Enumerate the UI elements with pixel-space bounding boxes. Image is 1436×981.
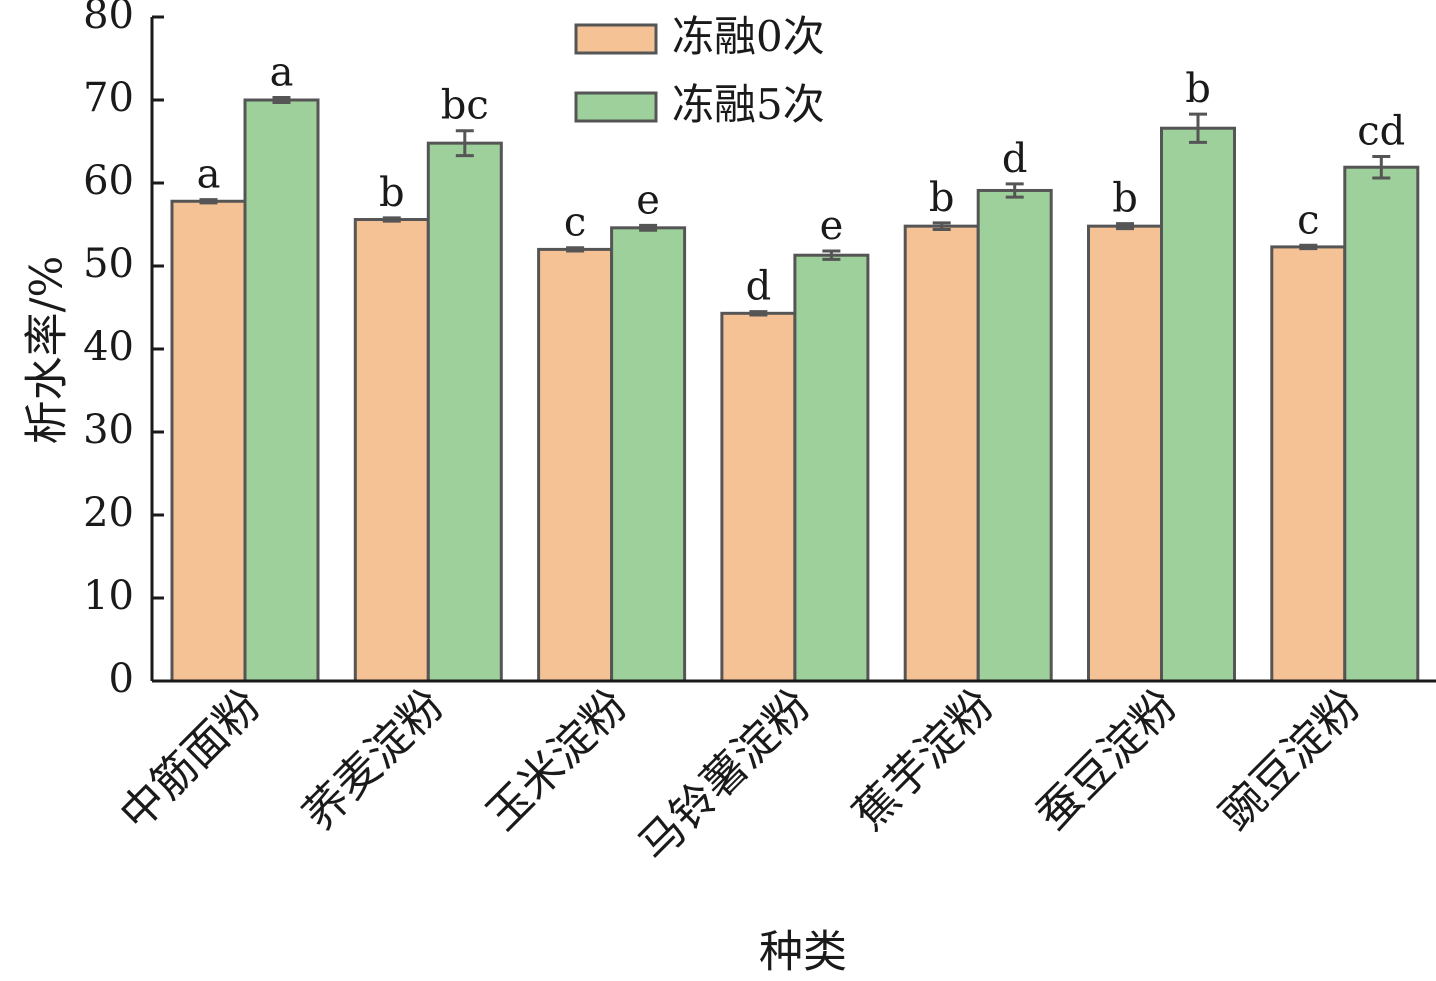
- legend-label-1: 冻融5次: [672, 80, 825, 129]
- bar-1-2: [610, 226, 687, 683]
- significance-label-0-2: c: [564, 200, 586, 246]
- category-label-3: 马铃薯淀粉: [629, 680, 821, 872]
- significance-label-1-4: d: [1002, 136, 1028, 182]
- y-tick-label-0: 0: [109, 656, 134, 702]
- axes-layer: [150, 15, 1436, 683]
- category-label-2: 玉米淀粉: [477, 680, 638, 841]
- significance-label-1-6: cd: [1357, 108, 1405, 154]
- significance-label-1-5: b: [1185, 66, 1211, 112]
- significance-label-0-3: d: [746, 264, 772, 310]
- category-label-5: 蚕豆淀粉: [1027, 680, 1188, 841]
- bar-0-1: [353, 218, 430, 683]
- category-label-1: 荞麦淀粉: [294, 680, 455, 841]
- bar-1-6: [1343, 165, 1420, 683]
- y-tick-label-6: 60: [83, 158, 134, 204]
- bar-0-6: [1270, 245, 1347, 683]
- bar-1-4: [976, 188, 1053, 683]
- category-label-6: 豌豆淀粉: [1210, 680, 1371, 841]
- bar-0-5: [1087, 224, 1163, 683]
- significance-label-1-0: a: [270, 50, 294, 96]
- bar-1-3: [793, 253, 870, 683]
- bars-layer: [170, 96, 1420, 683]
- y-tick-label-7: 70: [83, 75, 134, 121]
- significance-label-0-6: c: [1297, 197, 1319, 243]
- significance-label-0-5: b: [1112, 176, 1138, 222]
- legend-swatch-0: [574, 23, 658, 55]
- bar-0-3: [720, 311, 797, 683]
- y-tick-label-1: 10: [83, 573, 134, 619]
- bar-0-4: [903, 224, 980, 683]
- significance-label-0-0: a: [197, 152, 221, 198]
- y-tick-label-8: 80: [83, 0, 134, 38]
- significance-label-1-1: bc: [441, 83, 489, 129]
- legend-swatch-1: [574, 91, 658, 123]
- y-tick-label-4: 40: [83, 324, 134, 370]
- legend-label-0: 冻融0次: [672, 12, 825, 61]
- y-tick-label-5: 50: [83, 241, 134, 287]
- significance-label-1-3: e: [820, 203, 844, 249]
- category-label-4: 蕉芋淀粉: [843, 680, 1004, 841]
- significance-label-0-1: b: [379, 170, 405, 216]
- significance-label-1-2: e: [636, 177, 660, 223]
- bar-1-5: [1160, 126, 1236, 683]
- x-axis-title: 种类: [759, 927, 847, 978]
- bar-1-1: [426, 141, 503, 683]
- y-axis-title: 析水率/%: [22, 256, 73, 445]
- y-tick-label-3: 30: [83, 407, 134, 453]
- bar-0-0: [170, 199, 247, 683]
- category-label-0: 中筋面粉: [110, 680, 271, 841]
- bar-1-0: [243, 98, 320, 683]
- y-tick-label-2: 20: [83, 490, 134, 536]
- bar-0-2: [537, 247, 614, 683]
- significance-label-0-4: b: [929, 175, 955, 221]
